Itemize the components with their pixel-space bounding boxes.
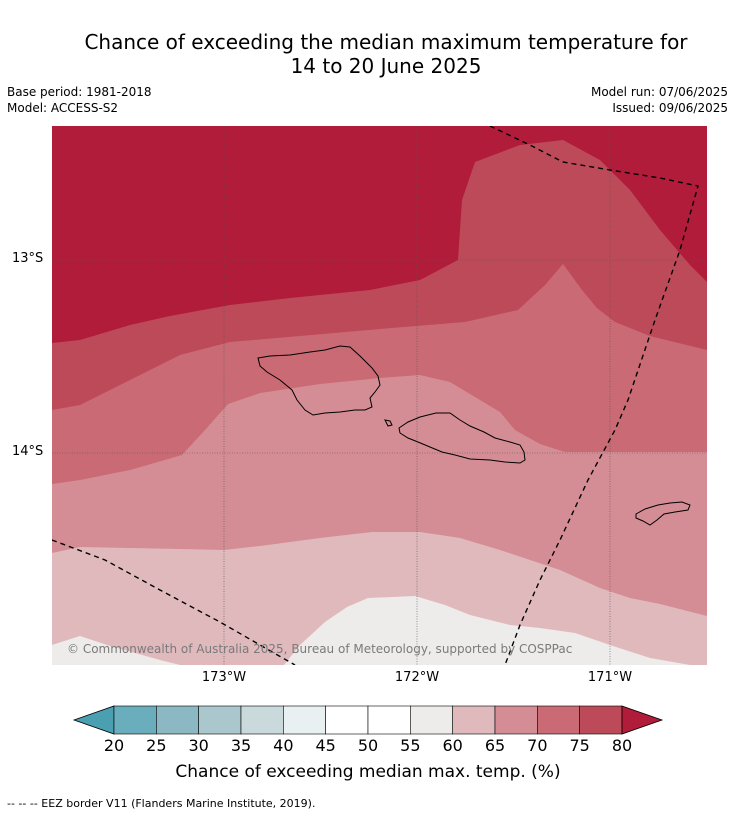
colorbar-box — [579, 705, 623, 735]
colorbar-box — [494, 705, 538, 735]
colorbar-tick-label: 70 — [527, 736, 548, 755]
colorbar-tick-label: 50 — [357, 736, 379, 755]
colorbar-box — [537, 705, 580, 735]
colorbar — [72, 705, 664, 735]
colorbar-box — [198, 705, 242, 735]
colorbar-box — [367, 705, 411, 735]
upolu-island — [398, 412, 526, 464]
colorbar-box — [156, 705, 199, 735]
lat-label-13s: 13°S — [12, 251, 44, 266]
colorbar-extend-max — [621, 705, 664, 735]
colorbar-extend-min — [72, 705, 115, 735]
gridlines — [52, 126, 707, 665]
eez-borders — [52, 126, 699, 665]
title-line-2: 14 to 20 June 2025 — [290, 54, 482, 78]
meta-left: Base period: 1981-2018 Model: ACCESS-S2 — [7, 84, 152, 116]
tutuila-island — [635, 501, 691, 526]
eez-legend-note: -- -- -- EEZ border V11 (Flanders Marine… — [7, 797, 316, 810]
manono-islet — [384, 419, 393, 427]
colorbar-tick-label: 20 — [103, 736, 125, 755]
colorbar-box — [410, 705, 453, 735]
savaii-island — [257, 345, 381, 416]
model-name: Model: ACCESS-S2 — [7, 101, 119, 115]
map-title: Chance of exceeding the median maximum t… — [0, 30, 736, 78]
title-line-1: Chance of exceeding the median maximum t… — [84, 30, 688, 54]
issued-date: Issued: 09/06/2025 — [612, 101, 728, 115]
colorbar-tick-label: 65 — [484, 736, 506, 755]
colorbar-tick-label: 25 — [146, 736, 167, 755]
eez-border-south — [52, 539, 296, 665]
probability-map — [52, 126, 707, 665]
colorbar-box — [325, 705, 369, 735]
zone-55-60 — [52, 596, 690, 665]
colorbar-box — [452, 705, 496, 735]
colorbar-box — [240, 705, 284, 735]
colorbar-tick-label: 55 — [400, 736, 421, 755]
colorbar-box — [283, 705, 326, 735]
copyright-notice: © Commonwealth of Australia 2025, Bureau… — [67, 642, 573, 656]
lon-label-173w: 173°W — [201, 670, 247, 685]
meta-right: Model run: 07/06/2025 Issued: 09/06/2025 — [591, 84, 728, 116]
lon-label-171w: 171°W — [587, 670, 633, 685]
colorbar-tick-label: 30 — [188, 736, 209, 755]
colorbar-tick-label: 35 — [230, 736, 252, 755]
lon-label-172w: 172°W — [394, 670, 440, 685]
colorbar-tick-label: 75 — [569, 736, 590, 755]
colorbar-tick-label: 80 — [611, 736, 633, 755]
colorbar-tick-label: 40 — [273, 736, 294, 755]
colorbar-label: Chance of exceeding median max. temp. (%… — [175, 762, 561, 782]
colorbar-tick-label: 45 — [315, 736, 336, 755]
lat-label-14s: 14°S — [12, 444, 44, 459]
coastlines — [257, 345, 691, 526]
colorbar-box — [113, 705, 157, 735]
base-period: Base period: 1981-2018 — [7, 85, 152, 99]
model-run: Model run: 07/06/2025 — [590, 85, 728, 99]
colorbar-boxes — [113, 705, 623, 735]
colorbar-tick-label: 60 — [442, 736, 463, 755]
